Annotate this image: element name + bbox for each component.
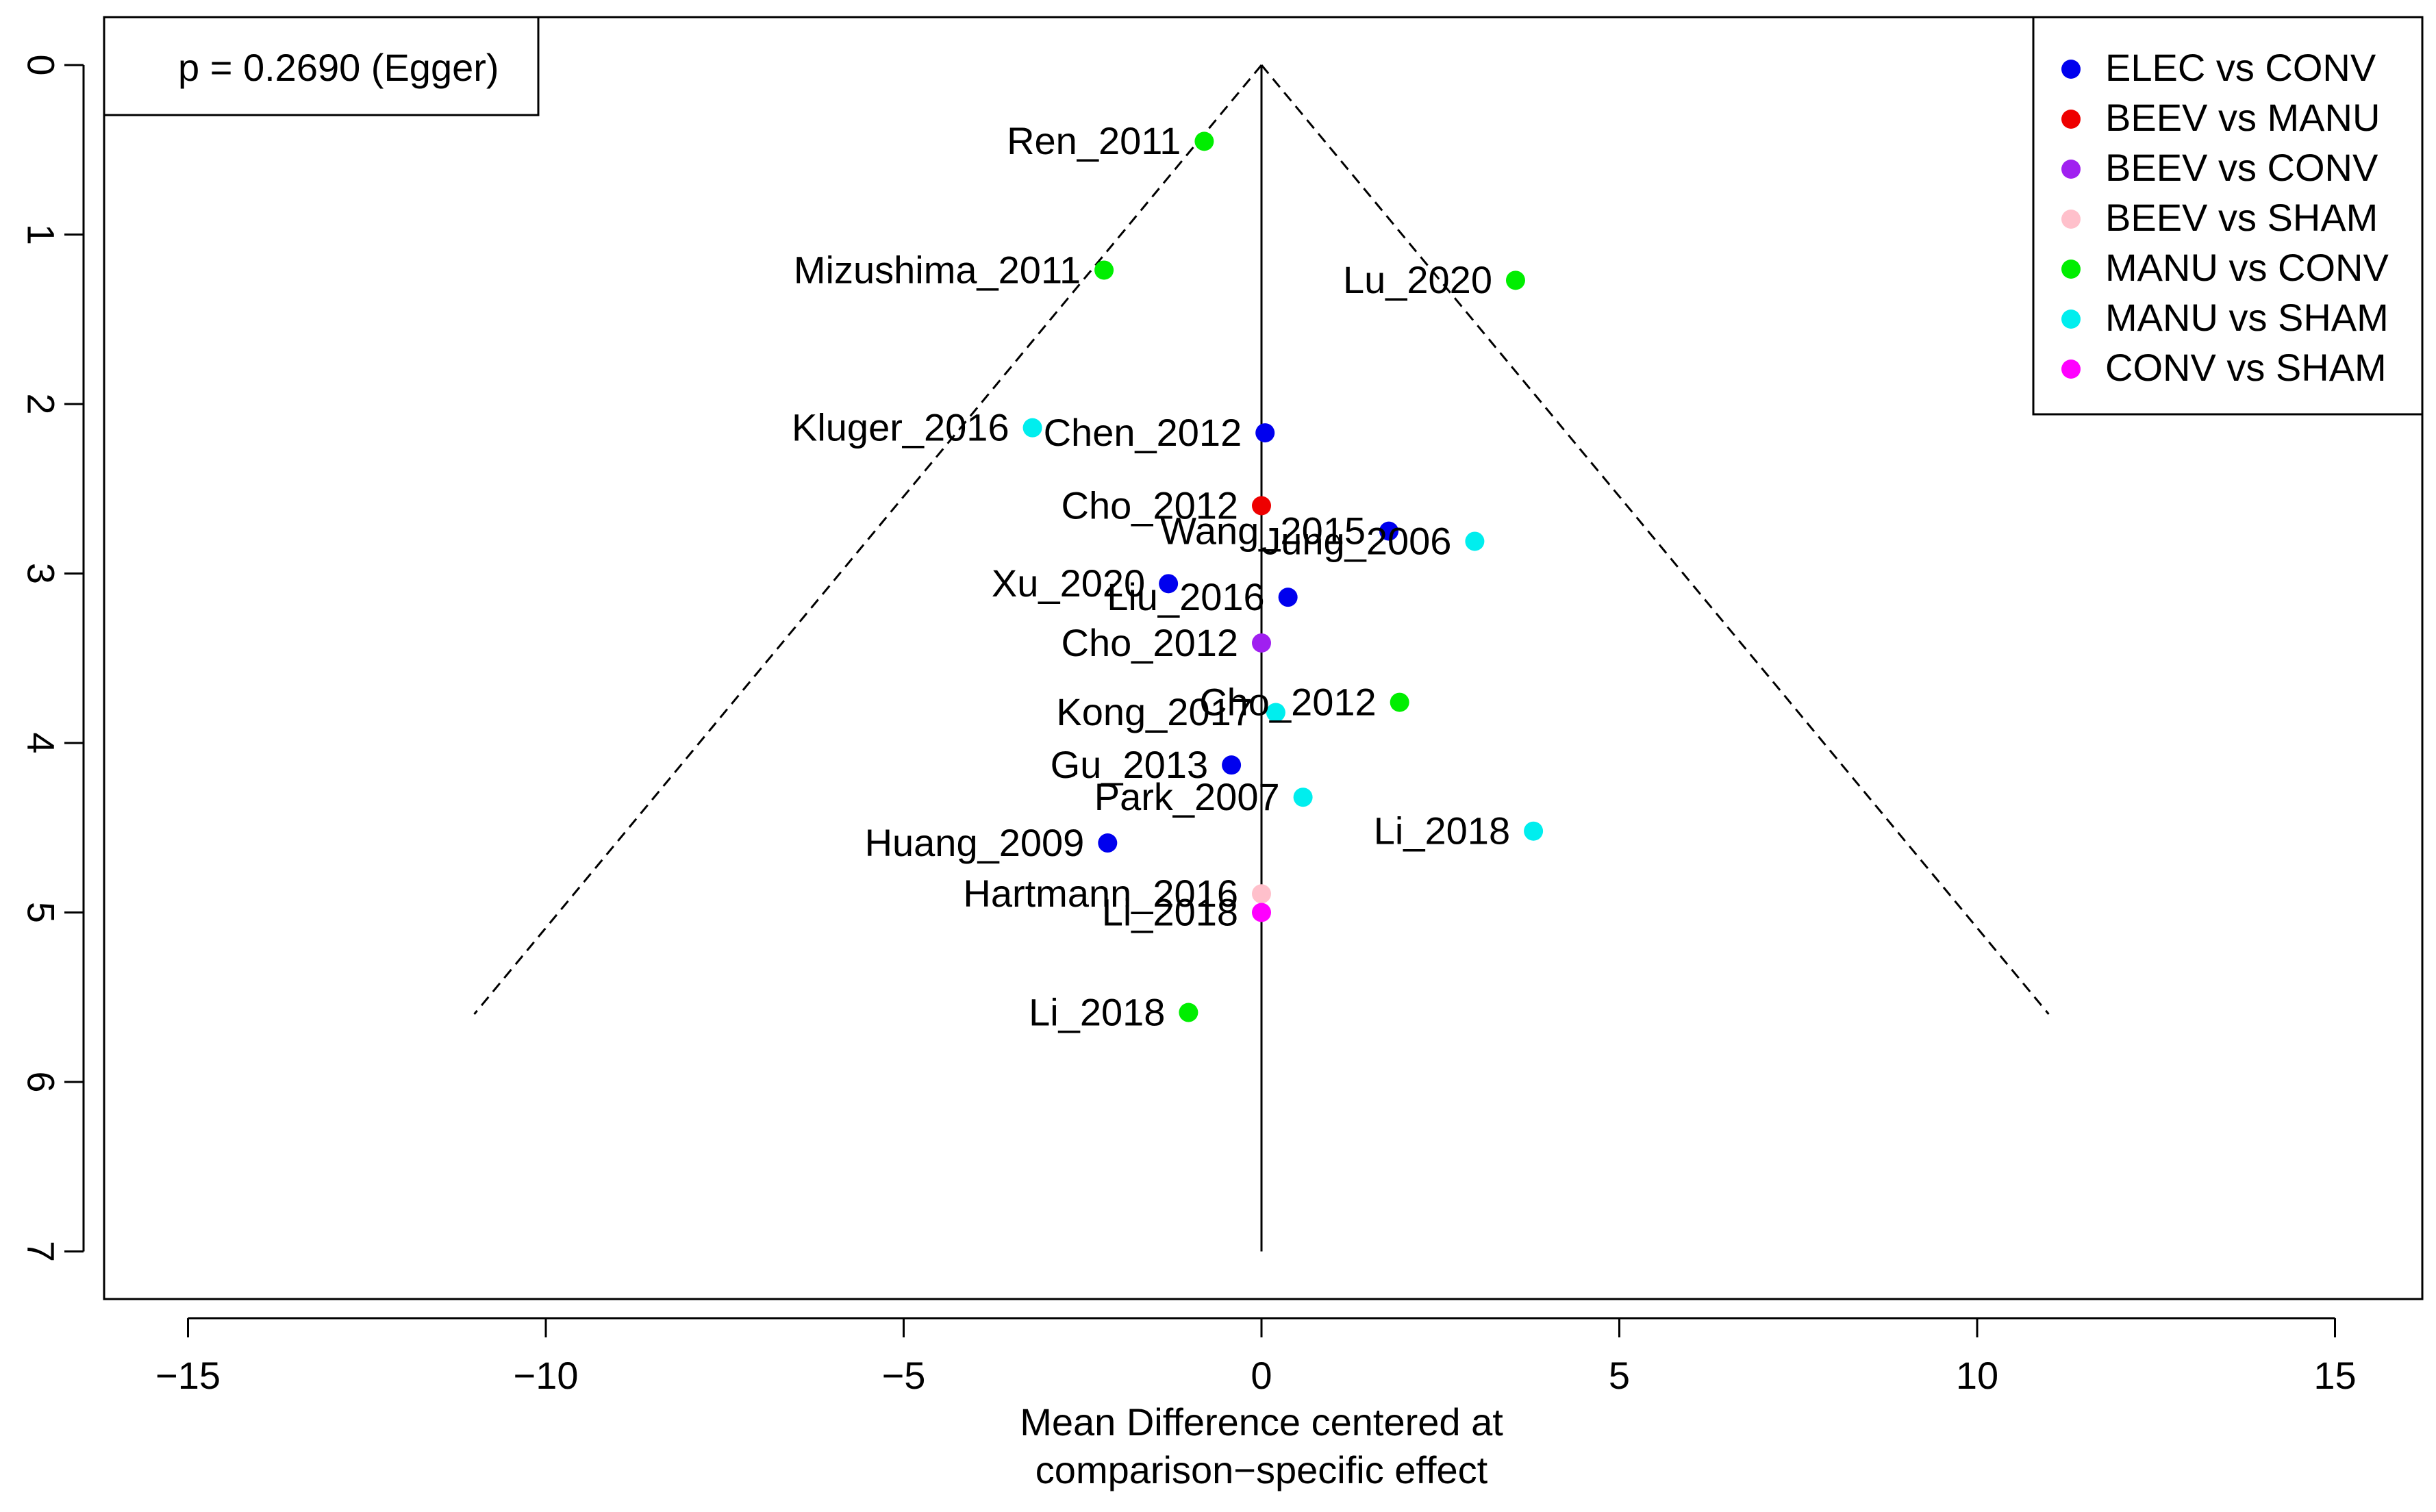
legend-label: MANU vs CONV	[2105, 246, 2389, 289]
data-point	[1222, 755, 1242, 775]
data-point-label: Mizushima_2011	[794, 248, 1081, 291]
data-point	[1252, 496, 1271, 516]
data-point-label: Cho_2012	[1199, 680, 1376, 723]
data-point-label: Ren_2011	[1007, 119, 1181, 162]
funnel-right-line	[1260, 64, 2050, 1015]
legend-label: BEEV vs SHAM	[2105, 196, 2378, 239]
data-point-label: Lu_2020	[1343, 258, 1492, 301]
y-tick-label: 7	[20, 1241, 63, 1262]
data-point	[1465, 531, 1485, 551]
data-point-label: Wang_2015	[1160, 509, 1366, 552]
point-labels: Ren_2011 Mizushima_2011 Lu_2020 Kluger_2016…	[792, 119, 1510, 1033]
y-axis: 0 1 2 3 4 5 6 7	[20, 54, 85, 1262]
x-tick-label: 10	[1956, 1354, 1998, 1397]
data-point	[1098, 833, 1118, 853]
y-tick-label: 6	[20, 1071, 63, 1092]
data-point-label: Chen_2012	[1044, 411, 1242, 454]
data-point-label: Liu_2016	[1107, 575, 1264, 618]
data-point-label: Kluger_2016	[792, 405, 1009, 449]
data-point-label: Cho_2012	[1062, 621, 1238, 664]
data-point	[1390, 692, 1409, 712]
data-point-label: Cho_2012	[1062, 483, 1238, 527]
legend-swatch	[2061, 110, 2081, 129]
data-point-label: Gu_2013	[1051, 743, 1208, 786]
egger-annotation-box	[103, 16, 540, 116]
legend-swatch	[2061, 260, 2081, 279]
legend-swatch	[2061, 210, 2081, 229]
legend-swatch	[2061, 310, 2081, 329]
y-tick-label: 0	[20, 54, 63, 75]
legend-label: ELEC vs CONV	[2105, 46, 2376, 89]
data-point	[1179, 1003, 1198, 1022]
data-point-label: Jung_2006	[1261, 519, 1451, 562]
data-point-label: Li_2018	[1029, 990, 1165, 1033]
x-tick-label: −10	[514, 1354, 579, 1397]
egger-annotation: p = 0.2690 (Egger)	[103, 16, 540, 116]
data-point	[1159, 574, 1179, 594]
x-tick-label: 15	[2313, 1354, 2356, 1397]
x-tick-label: 0	[1251, 1354, 1272, 1397]
x-tick-label: −15	[155, 1354, 221, 1397]
data-point	[1252, 633, 1271, 653]
data-point-label: Park_2007	[1094, 775, 1280, 818]
legend: ELEC vs CONV BEEV vs MANU BEEV vs CONV BEEV…	[2032, 16, 2424, 416]
legend-label: CONV vs SHAM	[2105, 346, 2387, 389]
y-tick-label: 3	[20, 563, 63, 584]
data-point	[1379, 521, 1399, 541]
y-tick-label: 4	[20, 732, 63, 753]
funnel-left-line	[473, 64, 1263, 1015]
x-axis-title-line-2: comparison−specific effect	[1035, 1448, 1488, 1491]
data-point	[1524, 821, 1544, 841]
data-point	[1194, 131, 1214, 151]
x-axis: −15 −10 −5 0 5 10 15	[155, 1317, 2357, 1397]
data-point	[1255, 423, 1275, 443]
data-point	[1293, 788, 1313, 807]
y-tick-label: 1	[20, 224, 63, 245]
legend-swatch	[2061, 360, 2081, 379]
data-point	[1505, 270, 1525, 290]
data-points	[1022, 131, 1544, 1022]
data-point-label: Xu_2020	[992, 562, 1145, 605]
data-point-label: Kong_2017	[1056, 690, 1253, 733]
x-tick-label: 5	[1609, 1354, 1630, 1397]
plot-frame	[103, 16, 2424, 1300]
data-point-label: Li_2018	[1102, 890, 1238, 933]
legend-box	[2032, 16, 2424, 416]
data-point-label: Hartmann_2016	[963, 872, 1238, 915]
x-axis-title-line-1: Mean Difference centered at	[1020, 1400, 1503, 1444]
funnel-lines	[473, 64, 2050, 1252]
legend-label: BEEV vs MANU	[2105, 96, 2380, 139]
data-point	[1022, 418, 1042, 438]
legend-swatch	[2061, 160, 2081, 179]
egger-annotation-text: p = 0.2690 (Egger)	[178, 46, 499, 89]
legend-label: MANU vs SHAM	[2105, 296, 2389, 339]
data-point	[1094, 260, 1114, 280]
data-point	[1266, 703, 1285, 722]
y-tick-label: 5	[20, 902, 63, 923]
data-point-label: Huang_2009	[865, 821, 1085, 864]
y-tick-label: 2	[20, 393, 63, 414]
legend-label: BEEV vs CONV	[2105, 146, 2378, 189]
data-point	[1252, 903, 1271, 922]
x-axis-title: Mean Difference centered at comparison−s…	[1020, 1400, 1503, 1491]
data-point	[1252, 884, 1271, 904]
legend-swatch	[2061, 60, 2081, 79]
data-point-label: Li_2018	[1374, 809, 1510, 852]
x-tick-label: −5	[882, 1354, 926, 1397]
data-point	[1278, 588, 1298, 607]
